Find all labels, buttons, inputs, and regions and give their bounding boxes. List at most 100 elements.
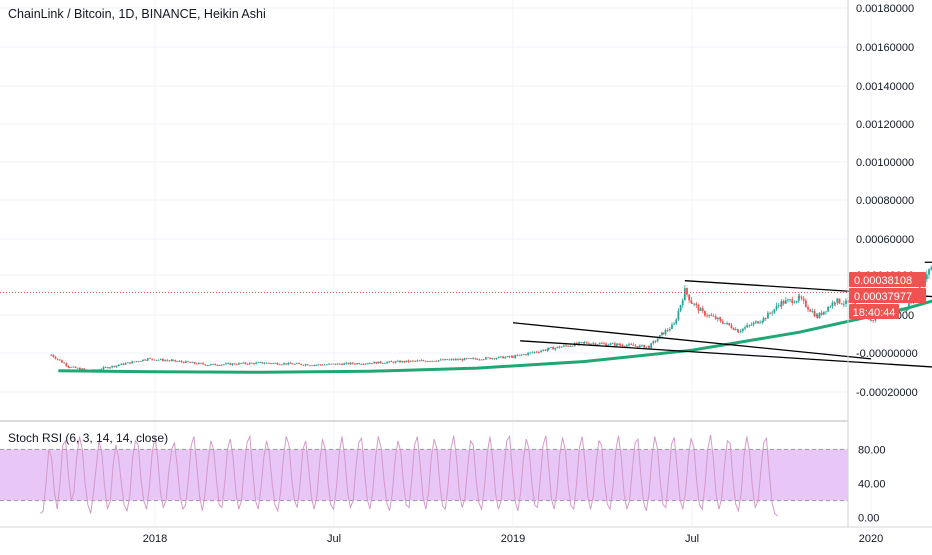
candle-body: [690, 300, 693, 304]
candle-body: [220, 364, 223, 366]
candle-body: [166, 360, 169, 362]
candle-body: [159, 359, 162, 360]
candle-body: [255, 362, 258, 364]
price-badge: 0.00037977: [849, 288, 926, 303]
candle-body: [714, 316, 717, 320]
candle-body: [585, 342, 588, 344]
candle-body: [325, 364, 328, 366]
candle-body: [748, 324, 751, 326]
stoch-rsi-band: [0, 449, 848, 501]
candle-body: [250, 362, 253, 364]
price-badge: 18:40:44: [849, 304, 899, 319]
candle-body: [623, 346, 626, 347]
candle-body: [784, 300, 787, 304]
candle-body: [797, 296, 800, 301]
candle-body: [155, 359, 158, 361]
candle-body: [296, 363, 298, 365]
candle-body: [106, 367, 109, 369]
candle-body: [435, 361, 438, 362]
candle-body: [764, 318, 767, 319]
candle-body: [558, 346, 561, 348]
candle-body: [216, 365, 219, 366]
candle-body: [102, 367, 105, 370]
candle-body: [603, 343, 605, 345]
candle-body: [412, 360, 414, 362]
candle-body: [706, 315, 708, 317]
candle-body: [317, 364, 320, 366]
candle-body: [838, 298, 841, 304]
candle-body: [590, 343, 592, 345]
time-axis-labels[interactable]: 2018Jul2019Jul2020Jul2021Jul: [143, 533, 932, 545]
candle-body: [732, 328, 735, 330]
price-badge-label: 0.00038108: [854, 275, 912, 287]
candle-body: [405, 360, 408, 363]
candle-body: [703, 310, 706, 316]
rsi-tick-label: 0.00: [858, 513, 879, 525]
candle-body: [542, 349, 545, 351]
candle-body: [666, 330, 669, 331]
candle-body: [677, 310, 680, 320]
candle-body: [744, 327, 746, 329]
candle-body: [487, 357, 489, 359]
price-badge-bg: [849, 272, 926, 287]
candle-body: [231, 363, 234, 365]
candle-body: [583, 342, 586, 344]
candle-body: [605, 343, 608, 346]
candle-body: [739, 330, 742, 332]
candle-body: [809, 309, 812, 312]
candle-body: [261, 362, 264, 364]
candle-body: [840, 303, 843, 305]
candle-body: [470, 358, 472, 360]
candle-body: [315, 364, 317, 366]
candle-body: [253, 363, 255, 364]
candle-body: [836, 298, 839, 304]
candle-body: [609, 343, 612, 345]
candle-body: [109, 367, 111, 369]
candle-body: [578, 342, 580, 345]
candle-body: [135, 361, 138, 363]
candle-body: [289, 362, 292, 364]
candle-body: [679, 304, 682, 311]
candle-body: [681, 300, 684, 305]
candle-body: [195, 363, 198, 365]
candle-body: [869, 319, 872, 321]
candle-body: [737, 329, 739, 332]
candle-body: [189, 362, 192, 363]
candle-body: [276, 363, 279, 365]
candle-body: [658, 335, 661, 339]
candle-body: [750, 324, 753, 326]
candle-body: [122, 363, 125, 365]
price-tick-label: 0.00180000: [856, 3, 914, 15]
candle-body: [403, 361, 406, 363]
parabolic-support-curve: [58, 299, 932, 374]
candle-body: [556, 346, 559, 348]
candle-body: [634, 345, 637, 347]
candle-body: [168, 360, 171, 362]
candle-body: [656, 338, 659, 342]
candle-body: [520, 354, 523, 356]
candle-body: [56, 358, 59, 360]
candle-body: [287, 362, 290, 365]
candle-body: [401, 361, 404, 363]
candle-body: [206, 365, 209, 367]
candle-body: [129, 362, 131, 364]
candle-body: [298, 363, 300, 365]
candle-body: [180, 361, 183, 362]
candle-body: [925, 274, 928, 280]
candle-body: [719, 317, 721, 320]
candle-body: [580, 342, 583, 343]
candle-body: [126, 362, 129, 364]
candle-body: [238, 363, 240, 365]
candle-body: [525, 354, 527, 356]
price-badges: 0.00038108 0.00037977 18:40:44: [849, 272, 926, 319]
candle-body: [366, 363, 369, 365]
candle-body: [928, 269, 930, 275]
candle-body: [200, 362, 202, 364]
candle-body: [235, 364, 238, 366]
candle-body: [730, 325, 733, 329]
rsi-axis-labels[interactable]: 80.00 40.00 0.00: [858, 444, 886, 524]
candle-body: [225, 363, 227, 365]
candle-body: [193, 362, 196, 364]
candle-body: [442, 359, 444, 361]
